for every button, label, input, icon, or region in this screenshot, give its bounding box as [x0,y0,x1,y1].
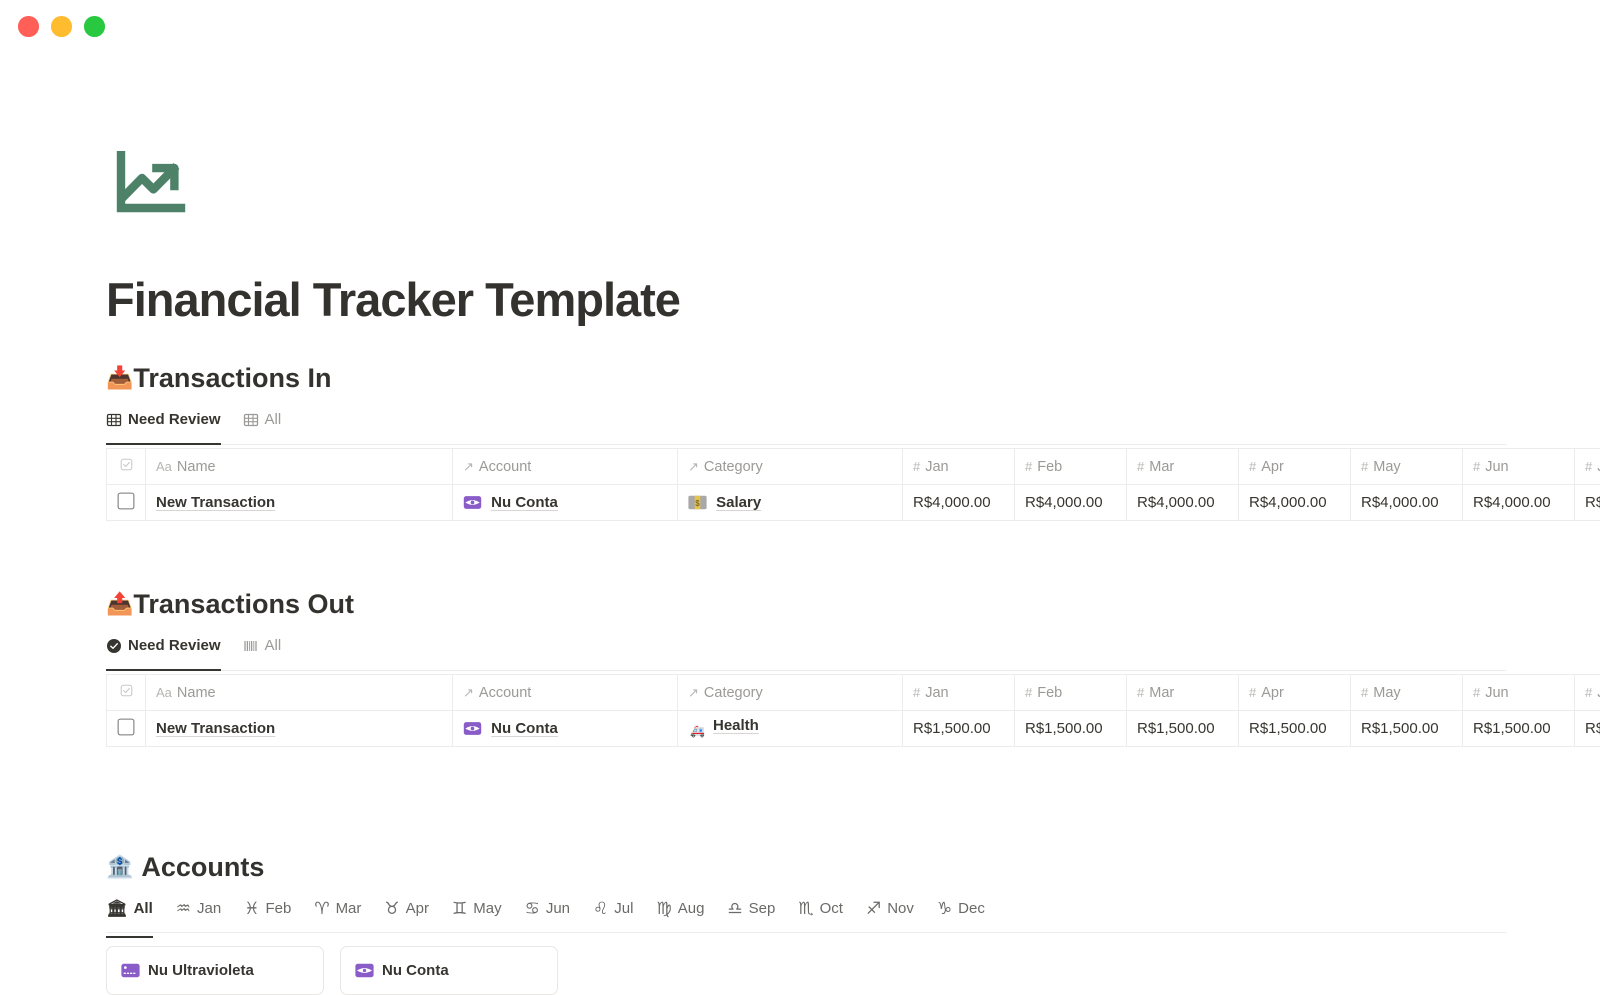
svg-text:$: $ [695,499,700,508]
